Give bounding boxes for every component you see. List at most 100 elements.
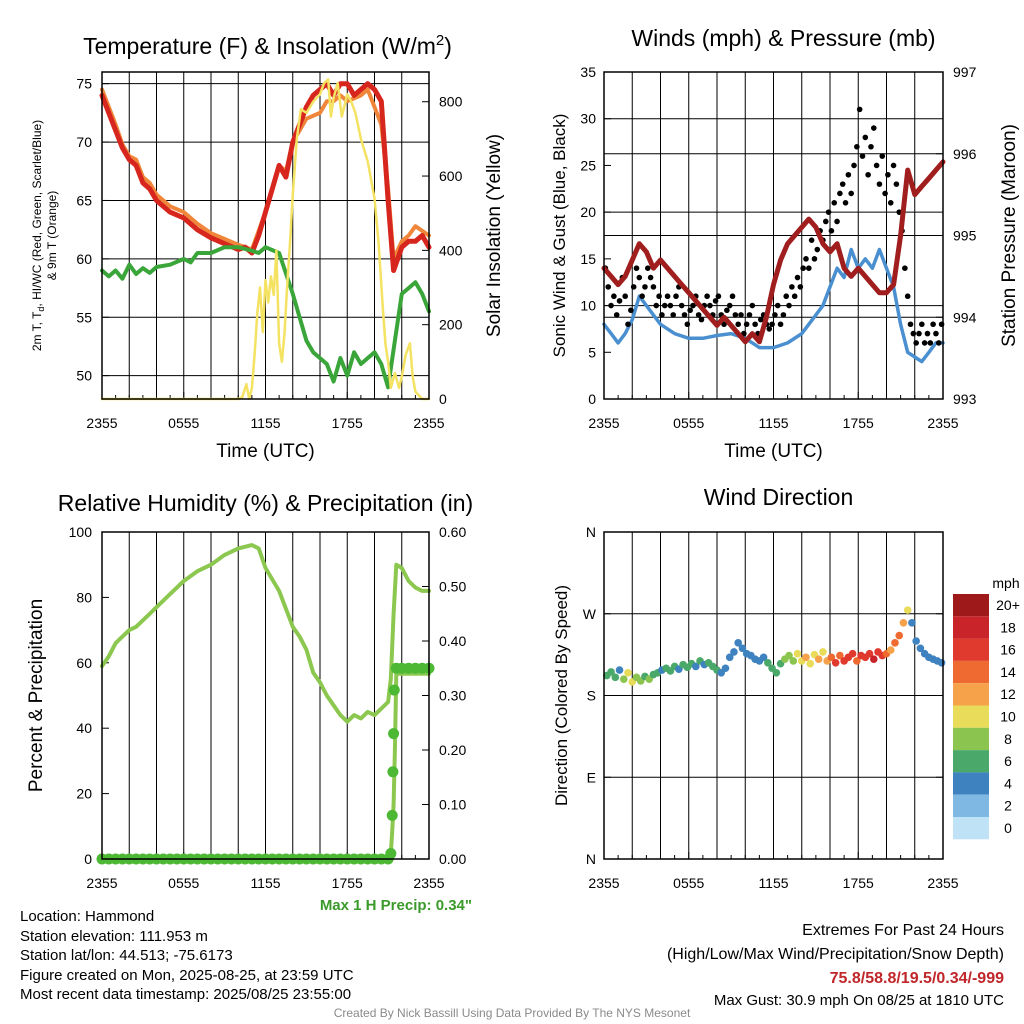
gust-point	[856, 106, 863, 113]
y-tick-label: 75	[76, 76, 92, 92]
gust-point	[673, 293, 679, 300]
direction-point	[611, 673, 620, 682]
y-tick-label: E	[587, 769, 596, 785]
y-tick-label: 55	[76, 309, 92, 325]
gust-point	[729, 293, 736, 300]
y-tick-label: 20	[76, 786, 92, 802]
winds-chart: 0 5 10 15 20 25 30 35 993 994 995 996 997 2355 0555 115…	[550, 25, 1020, 462]
direction-point	[903, 606, 912, 614]
gust-point	[630, 284, 637, 290]
gust-point	[647, 274, 654, 281]
x-tick-label: 2355	[413, 875, 444, 891]
gust-point	[825, 209, 832, 215]
gust-point	[752, 321, 758, 328]
direction-point	[730, 648, 738, 656]
gust-point	[738, 312, 744, 318]
gust-point	[868, 143, 874, 150]
gust-point	[605, 284, 612, 290]
gust-point	[678, 302, 685, 309]
extremes-values: 75.8/58.8/19.5/0.34/-999	[829, 970, 1004, 987]
direction-point	[789, 657, 798, 665]
extremes-info: Extremes For Past 24 Hours (High/Low/Max…	[667, 919, 1004, 1010]
y2-tick-label: 0.00	[439, 851, 466, 867]
direction-point	[759, 653, 768, 662]
gust-point	[859, 153, 866, 159]
gust-point	[636, 274, 643, 281]
gust-point	[919, 321, 925, 328]
direction-point	[895, 631, 904, 640]
y-tick-label: 0	[84, 851, 92, 867]
y2-tick-label: 994	[953, 309, 977, 325]
gust-point	[811, 256, 818, 262]
y-tick-label: 100	[69, 524, 93, 540]
pressure-ylabel: Station Pressure (Maroon)	[999, 124, 1020, 347]
y-tick-label: 35	[580, 64, 596, 80]
gust-point	[687, 307, 693, 314]
direction-point	[772, 668, 781, 677]
gust-point	[650, 284, 657, 290]
extremes-legend: (High/Low/Max Wind/Precipitation/Snow De…	[666, 946, 1004, 963]
y-tick-label: 60	[76, 655, 92, 671]
y2-tick-label: 0.40	[439, 633, 466, 649]
precip-point	[386, 809, 398, 821]
y2-tick-label: 600	[439, 168, 463, 184]
y-tick-label: W	[583, 606, 597, 622]
rh-ylabel: Percent & Precipitation	[26, 599, 47, 792]
y-tick-label: 65	[76, 192, 92, 208]
gust-point	[743, 321, 750, 328]
x-tick-label: 0555	[168, 875, 199, 891]
gust-point	[789, 284, 795, 290]
gust-point	[622, 293, 628, 300]
legend-label: 4	[1004, 775, 1012, 791]
direction-point	[738, 644, 747, 653]
legend-label: 0	[1004, 820, 1012, 836]
y-tick-label: 80	[76, 589, 92, 605]
gust-point	[828, 228, 835, 234]
legend-swatch	[953, 794, 989, 817]
y-tick-label: 0	[588, 391, 596, 407]
y2-tick-label: 0.50	[439, 579, 466, 595]
gust-point	[910, 330, 917, 337]
temp-frame	[101, 71, 430, 400]
y-tick-label: 40	[76, 720, 92, 736]
direction-point	[869, 655, 878, 663]
direction-point	[819, 648, 827, 656]
winds-xlabel: Time (UTC)	[724, 441, 823, 462]
station-latlon: Station lat/lon: 44.513; -75.6173	[20, 947, 233, 964]
y2-tick-label: 0.10	[439, 797, 466, 813]
gust-point	[808, 237, 815, 243]
x-tick-label: 2355	[86, 415, 117, 431]
direction-point	[615, 666, 624, 674]
y2-tick-label: 400	[439, 242, 463, 258]
gust-point	[707, 302, 713, 309]
x-tick-label: 2355	[86, 875, 117, 891]
extremes-title: Extremes For Past 24 Hours	[802, 922, 1004, 939]
gust-point	[839, 181, 846, 187]
legend-swatch	[953, 616, 989, 639]
direction-point	[764, 659, 772, 667]
solar-ylabel: Solar Insolation (Yellow)	[484, 134, 505, 337]
precip-point	[387, 766, 399, 778]
solar-line	[100, 78, 431, 401]
station-location: Location: Hammond	[20, 908, 155, 925]
gust-point	[780, 312, 787, 318]
gust-point	[670, 312, 677, 318]
gust-point	[653, 302, 660, 309]
y-tick-label: 5	[588, 344, 596, 360]
gust-point	[876, 181, 883, 187]
gust-point	[806, 265, 812, 272]
direction-point	[937, 659, 946, 667]
y2-tick-label: 200	[439, 317, 463, 333]
winds-title: Winds (mph) & Pressure (mb)	[631, 25, 935, 51]
precip-point	[388, 684, 400, 696]
gust-point	[681, 312, 688, 318]
gust-point	[890, 162, 897, 169]
y2-tick-label: 997	[953, 64, 977, 80]
gust-point	[639, 293, 645, 300]
direction-point	[916, 644, 925, 653]
x-tick-label: 1155	[758, 875, 788, 891]
y2-tick-label: 0	[439, 391, 447, 407]
legend-label: 6	[1004, 753, 1012, 769]
gust-point	[879, 153, 886, 159]
temp-line	[99, 81, 432, 273]
